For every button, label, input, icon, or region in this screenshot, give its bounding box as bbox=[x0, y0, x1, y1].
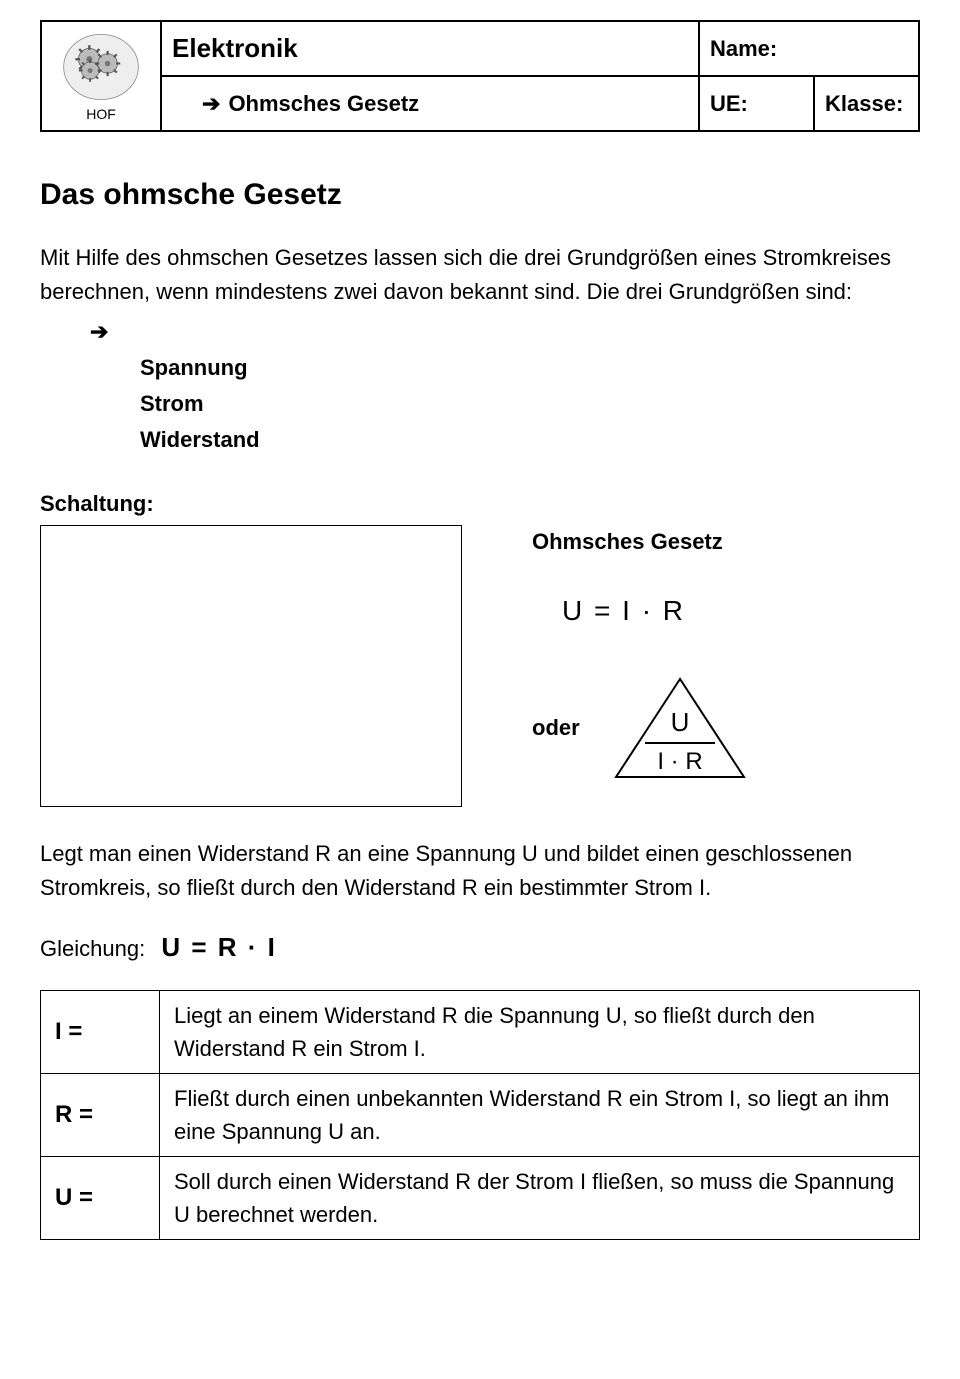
schaltung-box bbox=[40, 525, 462, 807]
list-arrow: ➔ bbox=[40, 315, 920, 349]
logo-cell: HOF bbox=[41, 21, 161, 131]
klasse-label: Klasse: bbox=[814, 76, 919, 131]
ohm-label: Ohmsches Gesetz bbox=[532, 525, 920, 559]
gleichung-label: Gleichung: bbox=[40, 936, 145, 961]
hof-label: HOF bbox=[86, 106, 116, 122]
table-lhs: U = bbox=[41, 1156, 160, 1239]
list-item: Spannung bbox=[140, 351, 920, 385]
schaltung-label: Schaltung: bbox=[40, 487, 920, 521]
table-lhs: I = bbox=[41, 990, 160, 1073]
subtitle-text: Ohmsches Gesetz bbox=[228, 91, 419, 117]
table-row: U = Soll durch einen Widerstand R der St… bbox=[41, 1156, 920, 1239]
arrow-icon: ➔ bbox=[202, 91, 220, 117]
gleichung-row: Gleichung: U = R · I bbox=[40, 927, 920, 967]
main-formula: U = I · R bbox=[562, 589, 920, 632]
formula-triangle-icon: U I · R bbox=[610, 673, 750, 783]
table-rhs: Fließt durch einen unbekannten Widerstan… bbox=[160, 1073, 920, 1156]
table-lhs: R = bbox=[41, 1073, 160, 1156]
doc-title: Elektronik bbox=[161, 21, 699, 76]
name-label: Name: bbox=[699, 21, 919, 76]
table-rhs: Liegt an einem Widerstand R die Spannung… bbox=[160, 990, 920, 1073]
list-item: Widerstand bbox=[140, 423, 920, 457]
page-heading: Das ohmsche Gesetz bbox=[40, 172, 920, 219]
table-row: I = Liegt an einem Widerstand R die Span… bbox=[41, 990, 920, 1073]
oder-label: oder bbox=[532, 711, 580, 745]
header-table: HOF Elektronik Name: ➔ Ohmsches Gesetz U… bbox=[40, 20, 920, 132]
intro-paragraph: Mit Hilfe des ohmschen Gesetzes lassen s… bbox=[40, 241, 920, 309]
tri-top: U bbox=[670, 707, 689, 737]
table-rhs: Soll durch einen Widerstand R der Strom … bbox=[160, 1156, 920, 1239]
explanation-table: I = Liegt an einem Widerstand R die Span… bbox=[40, 990, 920, 1240]
ue-label: UE: bbox=[699, 76, 814, 131]
list-item: Strom bbox=[140, 387, 920, 421]
gleichung-formula: U = R · I bbox=[161, 932, 277, 962]
quantity-list: Spannung Strom Widerstand bbox=[40, 351, 920, 457]
doc-subtitle: ➔ Ohmsches Gesetz bbox=[161, 76, 699, 131]
tri-bottom: I · R bbox=[657, 748, 702, 775]
table-row: R = Fließt durch einen unbekannten Wider… bbox=[41, 1073, 920, 1156]
gears-icon bbox=[61, 32, 141, 102]
description-paragraph: Legt man einen Widerstand R an eine Span… bbox=[40, 837, 920, 905]
arrow-icon: ➔ bbox=[90, 319, 108, 344]
